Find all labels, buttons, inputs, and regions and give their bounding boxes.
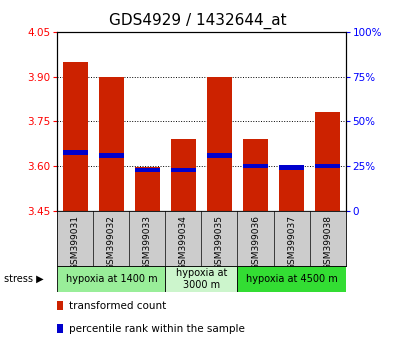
Bar	[243, 164, 268, 168]
Text: GSM399036: GSM399036	[251, 215, 260, 270]
Text: GSM399038: GSM399038	[323, 215, 332, 270]
Text: GDS4929 / 1432644_at: GDS4929 / 1432644_at	[109, 12, 286, 29]
Bar	[315, 112, 340, 211]
Text: hypoxia at 4500 m: hypoxia at 4500 m	[246, 274, 337, 284]
Text: GSM399033: GSM399033	[143, 215, 152, 270]
Bar	[237, 266, 346, 292]
Bar	[99, 153, 124, 158]
Bar	[279, 167, 304, 211]
Text: hypoxia at 1400 m: hypoxia at 1400 m	[66, 274, 157, 284]
Bar	[135, 167, 160, 211]
Text: GSM399031: GSM399031	[71, 215, 80, 270]
Bar	[63, 150, 88, 155]
Text: transformed count: transformed count	[69, 301, 166, 310]
Text: hypoxia at
3000 m: hypoxia at 3000 m	[176, 268, 227, 290]
Bar	[63, 62, 88, 211]
Bar	[207, 153, 232, 158]
Text: stress ▶: stress ▶	[4, 274, 43, 284]
Text: GSM399032: GSM399032	[107, 215, 116, 270]
Text: GSM399035: GSM399035	[215, 215, 224, 270]
Bar	[207, 76, 232, 211]
Text: GSM399037: GSM399037	[287, 215, 296, 270]
Text: GSM399034: GSM399034	[179, 215, 188, 270]
Bar	[243, 139, 268, 211]
Bar	[57, 266, 166, 292]
Text: percentile rank within the sample: percentile rank within the sample	[69, 324, 245, 333]
Bar	[99, 76, 124, 211]
Bar	[315, 164, 340, 168]
Bar	[135, 168, 160, 172]
Bar	[171, 139, 196, 211]
Bar	[171, 168, 196, 172]
Bar	[166, 266, 237, 292]
Bar	[279, 165, 304, 170]
